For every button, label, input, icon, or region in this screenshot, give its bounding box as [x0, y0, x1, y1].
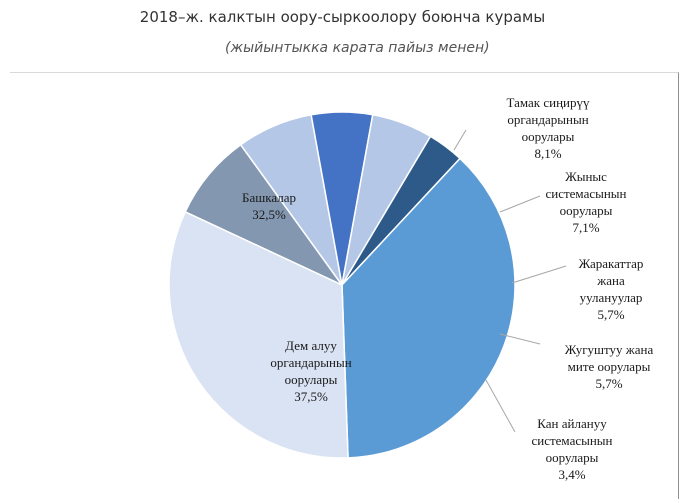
slice-label-6: Дем алуу органдарынын оорулары 37,5%: [270, 338, 351, 404]
slice-label-1: Тамак сиңирүү органдарынын оорулары 8,1%: [506, 95, 590, 161]
pie-slice-6: [341, 157, 516, 459]
chart-title: 2018–ж. калктын оору-сыркоолору боюнча к…: [139, 8, 546, 26]
chart-frame: [10, 72, 679, 499]
leader-line-1: [453, 129, 467, 151]
leader-line-3: [511, 265, 567, 284]
leader-line-2: [499, 195, 541, 213]
slice-label-5: Кан айлануу системасынын оорулары 3,4%: [531, 416, 612, 482]
chart-subtitle: (жыйынтыкка карата пайыз менен): [225, 40, 490, 56]
leader-line-4: [499, 333, 541, 345]
slice-label-3: Жаракаттар жана уулануулар 5,7%: [579, 256, 644, 322]
pie-slice-7: [168, 210, 349, 459]
slice-label-2: Жыныс системасынын оорулары 7,1%: [545, 169, 626, 235]
leader-line-5: [485, 379, 516, 433]
slice-label-4: Жугуштуу жана мите оорулары 5,7%: [565, 342, 654, 391]
slice-label-7: Башкалар 32,5%: [242, 190, 296, 222]
pie-slice-1: [184, 143, 345, 287]
